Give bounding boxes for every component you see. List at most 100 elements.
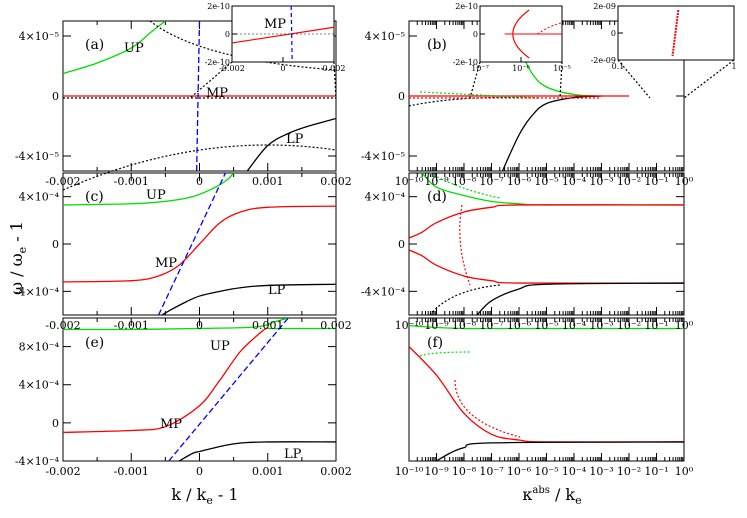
x-tick-label-d-10: 10⁰	[675, 319, 694, 332]
inset-b2-ytick-label-0: 2e-09	[593, 2, 616, 11]
inset-a-ytick-label-0: 2e-10	[207, 2, 230, 11]
x-tick-label-a-3: 0.001	[252, 175, 284, 188]
y-tick-label-b-1: 0	[398, 90, 405, 103]
x-axis-title-left: k / ke - 1	[171, 485, 238, 507]
series-f-UP	[409, 324, 684, 330]
inset-a-mp-line	[231, 26, 335, 44]
frame-d	[408, 172, 685, 316]
plot-frames	[62, 20, 685, 462]
inset-b2-leader-right	[683, 59, 735, 99]
curve-label-a-UP: UP	[124, 41, 144, 56]
x-tick-label-e-3: 0.001	[252, 465, 284, 478]
panel-label-e: (e)	[85, 335, 104, 351]
inset-a-mp-label: MP	[264, 17, 286, 32]
y-tick-label-c-2: -4×10⁻⁴	[15, 285, 60, 298]
series-c-MP	[63, 205, 336, 283]
inset-b2: 2e-09 0 -2e-090.1 1	[591, 2, 737, 71]
data-curves: 2e-100-2e-10-0.002 0 0.0022e-100-2e-1010⁻⁷…	[62, 2, 737, 461]
x-tick-label-a-1: -0.001	[114, 175, 149, 188]
x-tick-label-e-0: -0.002	[45, 465, 80, 478]
x-tick-label-d-6: 10⁻⁴	[562, 319, 587, 332]
series-d-LP	[476, 282, 684, 315]
panel-d	[409, 173, 684, 315]
inset-a-light-line	[290, 5, 293, 63]
y-tick-label-e-1: 4×10⁻⁴	[19, 379, 60, 392]
y-tick-label-a-0: 4×10⁻⁵	[19, 30, 59, 43]
x-tick-label-d-3: 10⁻⁷	[479, 319, 504, 332]
x-tick-label-c-3: 0.001	[252, 319, 284, 332]
inset-a-leader-left	[189, 61, 233, 99]
curve-label-c-MP: MP	[155, 256, 177, 271]
curve-label-e-LP: LP	[284, 447, 302, 462]
y-tick-label-a-2: -4×10⁻⁵	[15, 150, 59, 163]
inset-b2-ytick-label-1: 0	[611, 29, 616, 38]
inset-b1-xtick-label-1: 10⁻⁶	[512, 64, 530, 73]
dotted-mp-f	[454, 379, 521, 438]
x-tick-label-e-2: 0	[196, 465, 203, 478]
y-tick-label-c-1: 0	[52, 238, 59, 251]
x-tick-label-b-4: 10⁻⁶	[507, 175, 532, 188]
dotted-up-f	[419, 351, 471, 357]
x-tick-label-f-0: 10⁻¹⁰	[395, 465, 424, 478]
x-tick-label-d-4: 10⁻⁶	[507, 319, 532, 332]
x-tick-label-a-2: 0	[196, 175, 203, 188]
text-layer: -0.002 -0.001 0 0.001 0.002 4×10⁻⁵ 0 -4×10⁻⁵ (a)…	[15, 17, 694, 478]
series-a-LP	[246, 117, 336, 171]
y-tick-label-c-0: 4×10⁻⁴	[19, 191, 60, 204]
x-tick-label-d-8: 10⁻²	[617, 319, 641, 332]
dotted-guide-a1	[149, 20, 337, 71]
curve-label-c-LP: LP	[268, 283, 286, 298]
y-tick-label-d-0: 4×10⁻⁴	[365, 191, 406, 204]
panel-label-f: (f)	[427, 335, 443, 351]
inset-a: 2e-10 0 -2e-10-0.002 0 0.002	[205, 2, 346, 73]
inset-a-xtick-label-2: 0.002	[323, 64, 346, 73]
series-c-UP	[63, 173, 235, 206]
x-tick-label-f-4: 10⁻⁶	[507, 465, 532, 478]
y-tick-label-d-2: -4×10⁻⁴	[361, 285, 406, 298]
y-tick-label-a-1: 0	[52, 90, 59, 103]
series-e-MP	[63, 326, 269, 434]
x-tick-label-d-1: 10⁻⁹	[424, 319, 449, 332]
x-tick-label-e-4: 0.002	[320, 465, 352, 478]
dotted-guide-b1	[408, 96, 541, 107]
inset-a-ytick-label-1: 0	[225, 30, 230, 39]
x-tick-label-a-4: 0.002	[320, 175, 352, 188]
curve-label-a-MP: MP	[206, 86, 228, 101]
x-tick-label-b-10: 10⁰	[675, 175, 694, 188]
curve-label-c-UP: UP	[146, 188, 166, 203]
series-f-LP	[436, 441, 684, 461]
x-tick-label-c-0: -0.002	[45, 319, 80, 332]
x-tick-label-d-7: 10⁻³	[589, 319, 613, 332]
x-tick-label-d-5: 10⁻⁵	[534, 319, 558, 332]
panel-label-a: (a)	[85, 37, 104, 53]
series-c-LP	[161, 283, 336, 315]
x-tick-label-d-2: 10⁻⁸	[452, 319, 477, 332]
inset-b1-ytick-label-0: 2e-10	[455, 2, 478, 11]
inset-b2-xtick-label-1: 1	[731, 62, 736, 71]
inset-b1-ytick-label-1: 0	[473, 30, 478, 39]
x-tick-label-b-0: 10⁻¹⁰	[395, 175, 424, 188]
series-d-MP-lower	[409, 249, 684, 284]
x-tick-label-c-2: 0	[196, 319, 203, 332]
inset-a-xtick-label-0: -0.002	[219, 64, 245, 73]
x-tick-label-e-1: -0.001	[114, 465, 149, 478]
panel-f	[409, 324, 684, 461]
x-tick-label-b-2: 10⁻⁸	[452, 175, 477, 188]
dotted-mp-d	[459, 204, 471, 286]
panel-a	[63, 21, 336, 171]
x-tick-label-a-0: -0.002	[45, 175, 80, 188]
x-tick-label-c-4: 0.002	[320, 319, 352, 332]
series-c-light	[157, 173, 227, 315]
series-a-UP	[63, 21, 166, 75]
series-e-light	[168, 318, 289, 461]
x-tick-label-b-8: 10⁻²	[617, 175, 641, 188]
panel-label-d: (d)	[427, 189, 447, 205]
x-axis-title-right: κabs / ke	[522, 485, 581, 507]
x-tick-label-f-5: 10⁻⁵	[534, 465, 558, 478]
frame-f	[408, 317, 685, 462]
y-tick-label-e-0: 8×10⁻⁴	[19, 341, 60, 354]
x-tick-label-d-9: 10⁻¹	[644, 319, 668, 332]
inset-a-frame	[231, 5, 335, 63]
inset-b2-frame	[617, 5, 735, 61]
